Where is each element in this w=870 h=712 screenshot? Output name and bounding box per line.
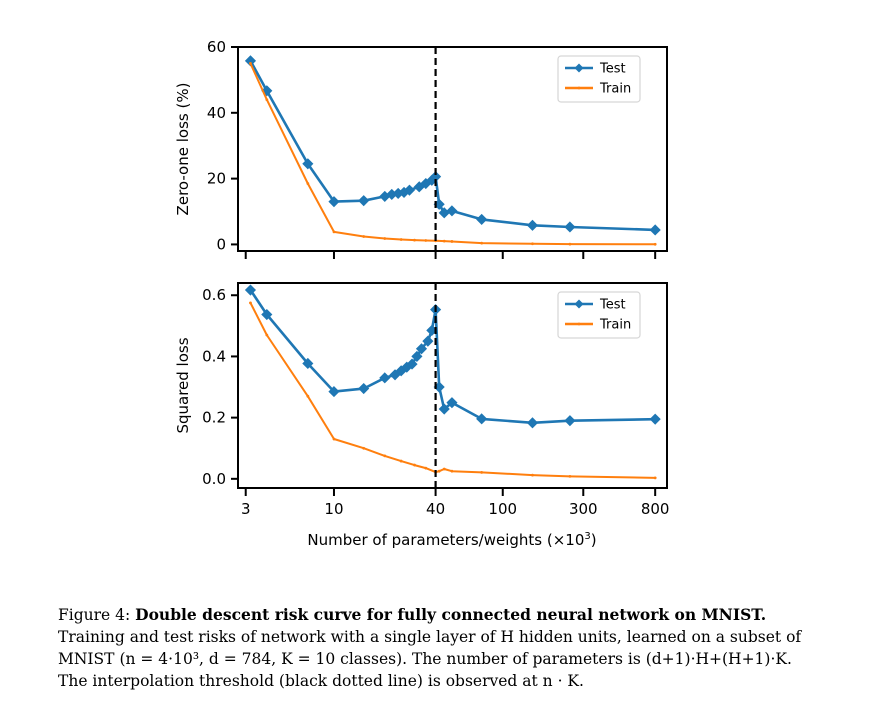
data-point-train <box>424 239 428 242</box>
data-point-train <box>306 394 310 398</box>
data-point-train <box>442 239 446 243</box>
data-point-test <box>302 158 314 170</box>
squared-loss-panel: 0.0 0.2 0.4 0.6 3 10 40 100 300 800 Squared loss Te… <box>174 282 670 518</box>
data-point-train <box>653 242 657 246</box>
y-tick-label: 60 <box>207 38 226 56</box>
caption-line-4: The interpolation threshold (black dotte… <box>58 672 584 690</box>
caption-line-2: Training and test risks of network with … <box>58 628 802 646</box>
legend-marker-train <box>577 322 581 326</box>
series-line-train <box>249 63 656 246</box>
data-point-train <box>531 473 534 477</box>
series-line-test <box>249 289 656 425</box>
data-point-test <box>358 195 370 207</box>
plot-frame <box>237 282 668 489</box>
data-point-test <box>379 372 391 384</box>
legend-marker-test <box>574 299 584 309</box>
caption-line-1: Figure 4: Double descent risk curve for … <box>58 604 818 626</box>
legend-label-train: Train <box>599 82 631 97</box>
y-tick-label: 40 <box>207 104 226 122</box>
data-point-test <box>403 184 416 196</box>
x-tick-label: 800 <box>641 500 670 518</box>
data-point-train <box>437 469 441 473</box>
data-point-train <box>413 463 416 467</box>
data-point-test <box>649 224 661 236</box>
data-point-train <box>265 98 269 102</box>
y-axis-title: Zero-one loss (%) <box>174 83 192 216</box>
plot-frame <box>237 46 668 252</box>
x-tick-label: 40 <box>426 500 445 518</box>
data-point-train <box>362 235 366 238</box>
data-point-test <box>649 413 661 425</box>
data-point-test <box>564 221 576 233</box>
data-point-test <box>406 358 418 370</box>
data-point-train <box>568 242 572 246</box>
data-point-train <box>383 237 387 240</box>
data-point-train <box>450 240 454 243</box>
x-axis-title: Number of parameters/weights (×103) <box>307 531 596 549</box>
legend-label-test: Test <box>599 62 626 77</box>
data-point-test <box>422 335 434 347</box>
y-tick-label: 0.2 <box>202 409 226 427</box>
y-tick-label: 0.4 <box>202 347 226 365</box>
data-point-test <box>244 284 257 296</box>
data-point-train <box>399 459 403 463</box>
y-tick-label: 20 <box>207 170 226 188</box>
x-tick-label: 3 <box>241 500 251 518</box>
data-point-train <box>249 62 252 65</box>
data-point-train <box>383 454 387 458</box>
data-point-test <box>476 413 488 425</box>
data-point-train <box>249 301 252 305</box>
data-point-train <box>424 466 428 470</box>
data-point-test <box>358 382 370 395</box>
data-point-train <box>413 238 416 242</box>
data-point-test <box>415 343 428 355</box>
data-point-test <box>411 350 423 362</box>
legend-marker-test <box>574 63 584 73</box>
legend-label-test: Test <box>599 298 626 313</box>
data-point-test <box>438 403 450 415</box>
data-point-test <box>526 219 539 231</box>
y-tick-label: 0.0 <box>202 470 226 488</box>
figure: 0 20 40 60 Zero-one loss (%) Test Train 0.0 0.2… <box>174 38 670 549</box>
data-point-train <box>568 474 572 478</box>
data-point-train <box>362 446 366 450</box>
data-point-train <box>399 238 403 241</box>
data-point-train <box>332 437 336 441</box>
data-point-test <box>564 415 576 427</box>
y-tick-label: 0 <box>216 235 226 253</box>
data-point-train <box>480 470 484 474</box>
data-point-test <box>328 196 340 208</box>
data-point-train <box>653 476 657 480</box>
data-point-train <box>265 333 269 337</box>
data-point-train <box>480 241 484 245</box>
caption-line-3: MNIST (n = 4·10³, d = 784, K = 10 classe… <box>58 650 792 668</box>
caption-prefix: Figure 4: <box>58 606 136 624</box>
data-point-test <box>261 308 273 321</box>
data-point-train <box>450 469 454 473</box>
data-point-test <box>446 205 458 217</box>
data-point-train <box>531 242 534 246</box>
data-point-train <box>442 467 446 471</box>
data-point-test <box>446 397 458 409</box>
data-point-test <box>476 213 488 225</box>
data-point-test <box>302 357 314 370</box>
data-point-test <box>526 417 539 429</box>
figure-caption: Figure 4: Double descent risk curve for … <box>58 604 818 692</box>
x-tick-label: 10 <box>324 500 343 518</box>
caption-title: Double descent risk curve for fully conn… <box>135 605 767 624</box>
y-tick-label: 0.6 <box>202 286 226 304</box>
legend-label-train: Train <box>599 318 631 333</box>
data-point-train <box>332 230 336 234</box>
y-axis-title: Squared loss <box>174 337 192 433</box>
data-point-test <box>328 386 340 398</box>
zero-one-loss-panel: 0 20 40 60 Zero-one loss (%) Test Train <box>174 38 668 259</box>
x-tick-label: 100 <box>488 500 517 518</box>
data-point-train <box>306 182 310 185</box>
x-tick-label: 300 <box>569 500 598 518</box>
legend-marker-train <box>577 86 581 90</box>
